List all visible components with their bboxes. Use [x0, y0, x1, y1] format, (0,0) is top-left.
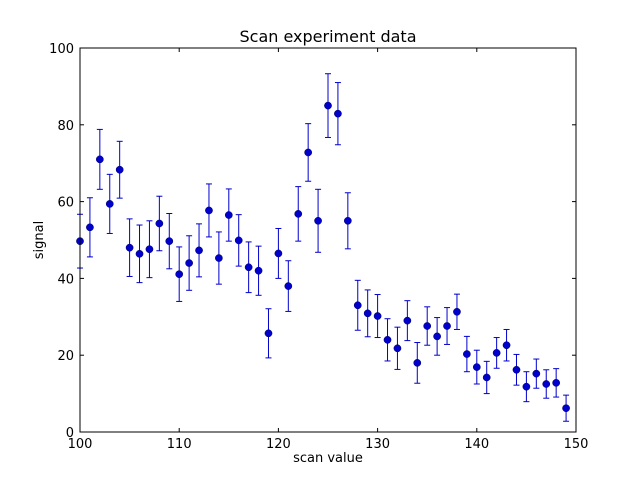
axes-frame — [79, 47, 577, 433]
data-point — [314, 216, 322, 225]
x-tick-label: 110 — [167, 437, 192, 452]
data-point — [393, 344, 402, 353]
x-tick-label: 130 — [365, 437, 390, 452]
data-point — [492, 349, 501, 357]
data-point — [215, 254, 223, 262]
chart-title: Scan experiment data — [239, 27, 416, 46]
data-point — [512, 365, 521, 374]
data-point — [334, 109, 342, 118]
y-tick-label: 60 — [57, 196, 74, 211]
y-tick-label: 40 — [57, 272, 74, 287]
data-point — [115, 165, 124, 174]
y-tick-label: 20 — [57, 349, 74, 364]
data-point — [155, 219, 164, 228]
x-axis-label: scan value — [293, 451, 363, 466]
data-point — [86, 223, 94, 232]
data-point — [95, 155, 104, 164]
data-point — [205, 206, 213, 215]
data-point — [423, 322, 432, 330]
data-point — [165, 237, 174, 246]
data-point — [343, 216, 352, 225]
data-point — [502, 341, 511, 350]
data-point — [185, 259, 193, 267]
y-tick-label: 80 — [57, 119, 74, 134]
data-point — [324, 101, 332, 110]
data-point — [274, 249, 283, 258]
data-point — [363, 309, 372, 318]
data-point — [522, 382, 531, 391]
data-point — [145, 245, 154, 254]
data-point — [353, 301, 362, 310]
x-tick-label: 100 — [68, 437, 93, 452]
x-tick-label: 120 — [266, 437, 291, 452]
data-point — [294, 210, 303, 218]
data-point — [463, 350, 471, 358]
data-point — [234, 236, 243, 245]
y-tick-label: 100 — [49, 42, 74, 57]
data-point — [482, 373, 491, 382]
data-point — [552, 378, 561, 387]
data-point — [224, 211, 233, 219]
x-tick-label: 140 — [464, 437, 489, 452]
data-point — [413, 359, 422, 367]
data-point — [244, 263, 253, 272]
data-point — [472, 363, 481, 371]
data-point — [284, 282, 293, 290]
data-point — [304, 148, 313, 157]
data-point — [403, 316, 412, 325]
data-point — [135, 249, 144, 258]
data-point — [562, 404, 570, 413]
y-axis-label: signal — [32, 221, 47, 259]
data-point — [373, 312, 382, 320]
data-point — [453, 307, 461, 316]
data-point — [264, 329, 273, 338]
plot-area — [76, 73, 570, 422]
axes: 100 110 120 130 140 150 0 20 40 60 80 100 — [49, 42, 588, 452]
data-point — [443, 322, 451, 330]
data-point — [254, 266, 263, 275]
data-point — [125, 243, 134, 252]
data-point — [175, 270, 184, 279]
data-point — [542, 380, 551, 388]
data-point — [195, 246, 203, 255]
data-point — [105, 200, 114, 208]
y-tick-label: 0 — [66, 426, 74, 441]
data-point — [532, 369, 541, 378]
data-point — [383, 335, 392, 344]
x-tick-label: 150 — [564, 437, 589, 452]
data-point — [433, 332, 441, 341]
